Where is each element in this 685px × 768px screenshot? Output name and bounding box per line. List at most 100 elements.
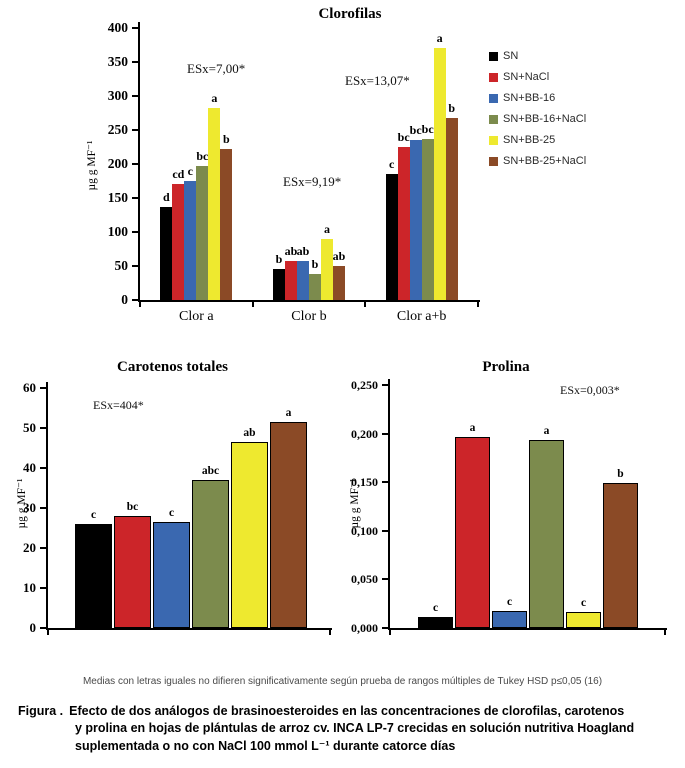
clorofilas-y-tick-label: 0 (121, 292, 128, 307)
carotenos-y-tick-label: 0 (29, 620, 37, 635)
prolina-bar-sn+bb-25+nacl (603, 483, 638, 628)
legend-swatch-icon (489, 135, 498, 145)
legend-item: SN+BB-16 (489, 92, 679, 104)
carotenos-y-tick (40, 587, 46, 589)
clorofilas-sig-letter: bc (397, 130, 410, 144)
clorofilas-sig-letter: a (436, 31, 443, 46)
carotenos-bar-sn+nacl (114, 516, 151, 628)
chart-title-clorofilas: Clorofilas (318, 6, 382, 22)
clorofilas-y-tick (132, 27, 138, 29)
carotenos-bar-sn+bb-16+nacl (192, 480, 229, 628)
clorofilas-y-tick (132, 95, 138, 97)
clorofilas-y-axis (138, 22, 140, 302)
carotenos-x-tick (329, 630, 331, 635)
prolina-y-tick (382, 529, 388, 532)
clorofilas-y-tick-label: 50 (114, 258, 129, 273)
prolina-y-tick (382, 481, 388, 484)
clorofilas-bar-sn+bb-25 (208, 107, 221, 300)
clorofilas-sig-letter: c (187, 164, 193, 178)
clorofilas-y-tick (132, 61, 138, 63)
clorofilas-bar-sn+nacl (172, 184, 185, 300)
carotenos-y-tick-label: 30 (23, 500, 36, 515)
figure-caption-line-1: Efecto de dos análogos de brasinoesteroi… (69, 704, 625, 718)
prolina-y-axis (388, 379, 390, 630)
clorofilas-sig-letter: c (388, 157, 395, 172)
clorofilas-y-tick-label: 200 (107, 156, 128, 171)
clorofilas-y-tick-label: 400 (107, 20, 128, 35)
legend-item: SN+BB-25+NaCl (489, 155, 679, 167)
clorofilas-bar-sn (160, 206, 173, 300)
prolina-sig-letter: c (506, 595, 513, 608)
prolina-x-axis (388, 628, 667, 630)
prolina-y-tick-label: 0,000 (351, 621, 378, 635)
clorofilas-sig-letter: ab (284, 244, 298, 259)
significance-note: Medias con letras iguales no difieren si… (82, 676, 603, 687)
clorofilas-bar-sn (385, 174, 398, 300)
carotenos-x-axis (46, 628, 332, 630)
prolina-y-tick (382, 627, 388, 629)
prolina-y-tick-label: 0,100 (351, 523, 378, 538)
clorofilas-y-tick-label: 100 (107, 224, 128, 239)
carotenos-bar-sn+bb-16 (153, 522, 190, 628)
prolina-y-tick-label: 0,250 (351, 378, 378, 392)
clorofilas-bar-sn+bb-16+nacl (196, 166, 209, 300)
legend-swatch-icon (489, 93, 498, 103)
clorofilas-bar-sn+bb-25 (433, 48, 446, 300)
carotenos-sig-letter: ab (243, 427, 256, 439)
carotenos-sig-letter: a (285, 407, 292, 419)
prolina-sig-letter: a (469, 421, 476, 434)
figure-caption-line-3: suplementada o no con NaCl 100 mmol L⁻¹ … (75, 738, 456, 753)
prolina-bar-sn+bb-16+nacl (529, 440, 564, 628)
carotenos-sig-letter: abc (201, 465, 220, 477)
clorofilas-sig-letter: b (275, 252, 283, 267)
clorofilas-sig-letter: bc (196, 149, 209, 164)
clorofilas-esx-annotation: ESx=13,07* (345, 73, 410, 88)
clorofilas-bar-sn+bb-25 (321, 238, 333, 300)
carotenos-esx-annotation: ESx=404* (93, 398, 144, 412)
carotenos-y-tick-label: 60 (23, 380, 36, 395)
legend-label: SN+BB-25+NaCl (503, 155, 587, 167)
clorofilas-sig-letter: cd (172, 167, 185, 182)
prolina-bar-sn+bb-16 (492, 610, 527, 628)
clorofilas-x-tick (364, 302, 367, 307)
clorofilas-sig-letter: ab (332, 249, 346, 263)
prolina-bar-sn+nacl (455, 436, 490, 628)
legend-item: SN (489, 50, 679, 62)
clorofilas-y-tick-label: 250 (107, 122, 128, 137)
prolina-sig-letter: b (617, 468, 624, 481)
legend-swatch-icon (489, 156, 498, 166)
chart-title-carotenos: Carotenos totales (117, 359, 228, 375)
clorofilas-sig-letter: bc (409, 123, 422, 138)
legend-item: SN+NaCl (489, 71, 679, 83)
prolina-y-tick-label: 0,200 (351, 426, 378, 441)
carotenos-x-tick (47, 630, 49, 635)
prolina-sig-letter: c (432, 602, 439, 615)
clorofilas-y-tick (132, 231, 138, 233)
clorofilas-y-tick (132, 299, 138, 301)
clorofilas-sig-letter: d (162, 189, 170, 204)
carotenos-sig-letter: c (90, 509, 97, 521)
carotenos-y-tick (40, 627, 46, 629)
clorofilas-sig-letter: a (324, 221, 330, 236)
prolina-bar-sn+bb-25 (566, 612, 601, 628)
figure-caption-line-2: y prolina en hojas de plántulas de arroz… (75, 721, 635, 736)
carotenos-y-tick-label: 10 (23, 580, 36, 595)
clorofilas-bar-sn+bb-16 (297, 261, 309, 300)
clorofilas-y-tick (132, 129, 138, 131)
carotenos-y-tick-label: 40 (23, 460, 36, 475)
legend-item: SN+BB-16+NaCl (489, 113, 679, 125)
clorofilas-sig-letter: b (222, 132, 230, 147)
clorofilas-x-tick (477, 302, 479, 307)
clorofilas-bar-sn+nacl (285, 261, 297, 300)
legend-swatch-icon (489, 114, 498, 124)
clorofilas-esx-annotation: ESx=9,19* (283, 174, 342, 189)
clorofilas-y-tick-label: 300 (107, 88, 128, 103)
clorofilas-bar-sn+bb-16 (409, 140, 422, 300)
carotenos-bar-sn+bb-25 (231, 442, 268, 628)
clorofilas-esx-annotation: ESx=7,00* (187, 61, 246, 76)
clorofilas-bar-sn+bb-25+nacl (333, 266, 345, 300)
prolina-y-tick (382, 578, 388, 581)
clorofilas-sig-letter: a (211, 90, 218, 105)
clorofilas-category-label: Clor b (291, 309, 327, 324)
carotenos-y-tick-label: 20 (23, 540, 36, 555)
